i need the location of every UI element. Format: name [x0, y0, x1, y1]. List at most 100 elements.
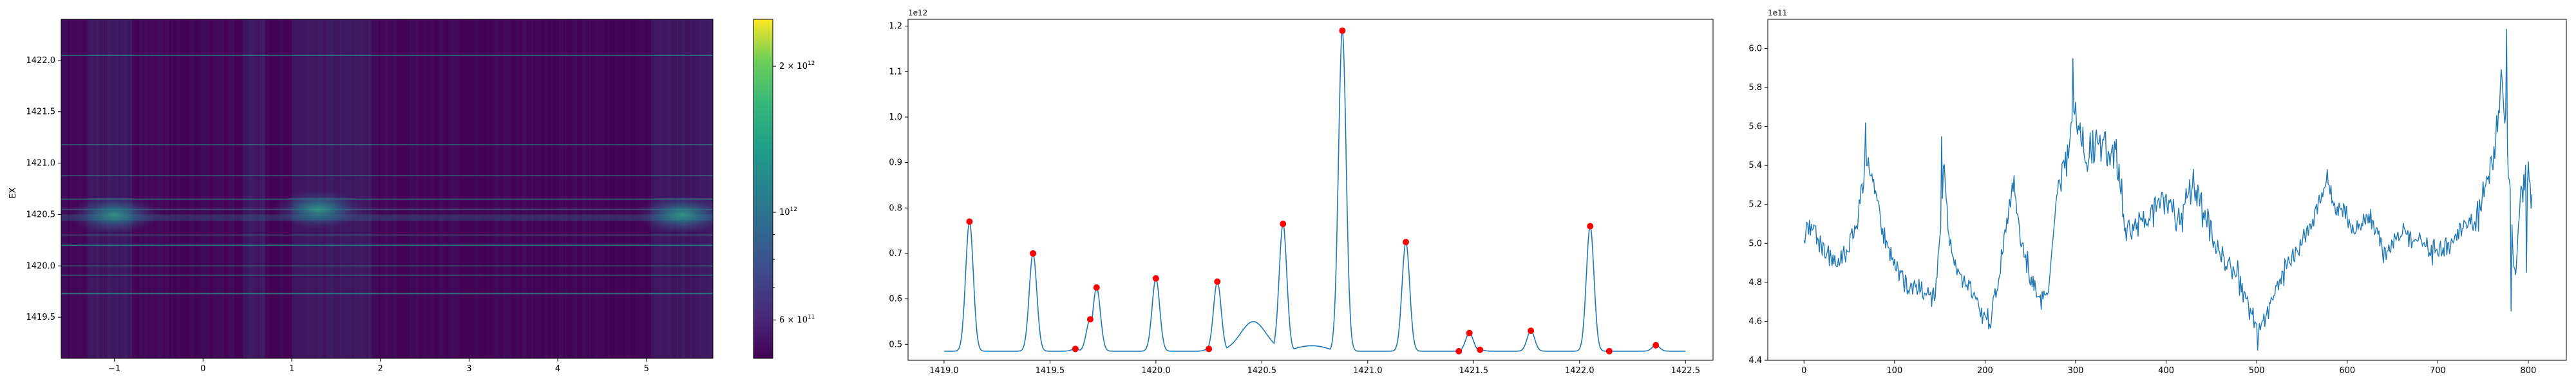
heatmap-column-stripe	[279, 19, 283, 358]
heatmap-column-stripe	[115, 19, 118, 358]
timeseries-y-tick-label: 5.0	[1748, 239, 1762, 248]
heatmap-column-stripe	[489, 19, 493, 358]
heatmap-column-stripe	[598, 19, 600, 358]
heatmap-column-stripe	[151, 19, 154, 358]
timeseries-offset-label: 1e11	[1768, 8, 1787, 17]
heatmap-column-stripe	[618, 19, 620, 358]
heatmap-column-stripe	[327, 19, 330, 358]
heatmap-x-tick-label: 5	[644, 364, 649, 374]
heatmap-column-stripe	[252, 19, 256, 358]
heatmap-column-stripe	[165, 19, 169, 358]
heatmap-column-stripe	[262, 19, 265, 358]
peak-marker	[966, 218, 973, 225]
heatmap-column-stripe	[439, 19, 443, 358]
colorbar-tick-label: 1012	[779, 207, 797, 217]
heatmap-column-stripe	[270, 19, 273, 358]
heatmap-column-stripe	[709, 19, 713, 358]
heatmap-y-tick-label: 1422.0	[26, 56, 56, 66]
heatmap-bright-column	[291, 19, 372, 358]
peak-marker	[1339, 27, 1346, 34]
heatmap-column-stripe	[229, 19, 231, 358]
heatmap-column-stripe	[157, 19, 161, 358]
heatmap-column-stripe	[108, 19, 111, 358]
heatmap-column-stripe	[139, 19, 143, 358]
heatmap-column-stripe	[475, 19, 478, 358]
heatmap-column-stripe	[248, 19, 252, 358]
heatmap-column-stripe	[614, 19, 618, 358]
heatmap-column-stripe	[120, 19, 125, 358]
heatmap-column-stripe	[185, 19, 190, 358]
heatmap-column-stripe	[582, 19, 587, 358]
heatmap-column-stripe	[695, 19, 699, 358]
peaks-y-tick-label: 1.2	[889, 22, 902, 32]
heatmap-column-stripe	[173, 19, 177, 358]
heatmap-column-stripe	[312, 19, 316, 358]
heatmap-column-stripe	[659, 19, 662, 358]
heatmap-column-stripe	[70, 19, 71, 358]
heatmap-x-tick-label: 4	[555, 364, 560, 374]
timeseries-x-tick-label: 100	[1886, 366, 1902, 376]
heatmap-column-stripe	[204, 19, 208, 358]
heatmap-column-stripe	[88, 19, 91, 358]
peak-marker	[1093, 284, 1100, 291]
heatmap-column-stripe	[664, 19, 667, 358]
heatmap-column-stripe	[143, 19, 144, 358]
heatmap-column-stripe	[453, 19, 458, 358]
peaks-x-tick-label: 1419.0	[929, 366, 959, 376]
heatmap-column-stripe	[171, 19, 173, 358]
heatmap-column-stripe	[415, 19, 419, 358]
timeseries-y-tick-label: 6.0	[1748, 44, 1762, 53]
heatmap-column-stripe	[381, 19, 385, 358]
heatmap-column-stripe	[448, 19, 450, 358]
heatmap-column-stripe	[654, 19, 658, 358]
heatmap-column-stripe	[99, 19, 100, 358]
heatmap-column-stripe	[464, 19, 468, 358]
heatmap-column-stripe	[330, 19, 332, 358]
heatmap-column-stripe	[222, 19, 224, 358]
heatmap-column-stripe	[392, 19, 393, 358]
heatmap-column-stripe	[446, 19, 448, 358]
peaks-x-tick-label: 1420.0	[1141, 366, 1171, 376]
heatmap-column-stripe	[516, 19, 520, 358]
peak-marker	[1072, 345, 1079, 353]
heatmap-column-stripe	[194, 19, 196, 358]
peaks-plot-frame	[907, 19, 1714, 361]
heatmap-column-stripe	[511, 19, 516, 358]
timeseries-y-tick-label: 5.4	[1748, 161, 1762, 170]
heatmap-column-stripe	[658, 19, 659, 358]
heatmap-column-stripe	[468, 19, 470, 358]
peak-marker	[1152, 275, 1159, 282]
heatmap-column-stripe	[374, 19, 377, 358]
heatmap-y-tick-label: 1420.0	[26, 261, 56, 271]
heatmap-column-stripe	[526, 19, 528, 358]
heatmap-column-stripe	[452, 19, 453, 358]
peaks-y-tick-label: 0.8	[889, 203, 902, 213]
peak-marker	[1653, 342, 1660, 349]
peaks-x-tick-label: 1422.0	[1565, 366, 1595, 376]
heatmap-column-stripe	[92, 19, 97, 358]
heatmap-column-stripe	[97, 19, 99, 358]
heatmap-column-stripe	[577, 19, 580, 358]
heatmap-column-stripe	[130, 19, 132, 358]
heatmap-column-stripe	[567, 19, 569, 358]
peaks-x-tick-label: 1419.5	[1036, 366, 1065, 376]
heatmap-column-stripe	[641, 19, 645, 358]
timeseries-y-tick-label: 4.4	[1748, 356, 1762, 365]
heatmap-column-stripe	[298, 19, 301, 358]
heatmap-column-stripe	[531, 19, 533, 358]
peak-marker	[1086, 316, 1094, 323]
heatmap-column-stripe	[385, 19, 388, 358]
heatmap-column-stripe	[682, 19, 685, 358]
heatmap-column-stripe	[144, 19, 148, 358]
heatmap-column-stripe	[458, 19, 459, 358]
heatmap-column-stripe	[180, 19, 183, 358]
heatmap-column-stripe	[397, 19, 401, 358]
heatmap-column-stripe	[503, 19, 507, 358]
heatmap-column-stripe	[580, 19, 582, 358]
heatmap-column-stripe	[556, 19, 559, 358]
heatmap-column-stripe	[486, 19, 489, 358]
heatmap-column-stripe	[667, 19, 670, 358]
heatmap-column-stripe	[307, 19, 308, 358]
heatmap-column-stripe	[368, 19, 370, 358]
heatmap-column-stripe	[706, 19, 709, 358]
